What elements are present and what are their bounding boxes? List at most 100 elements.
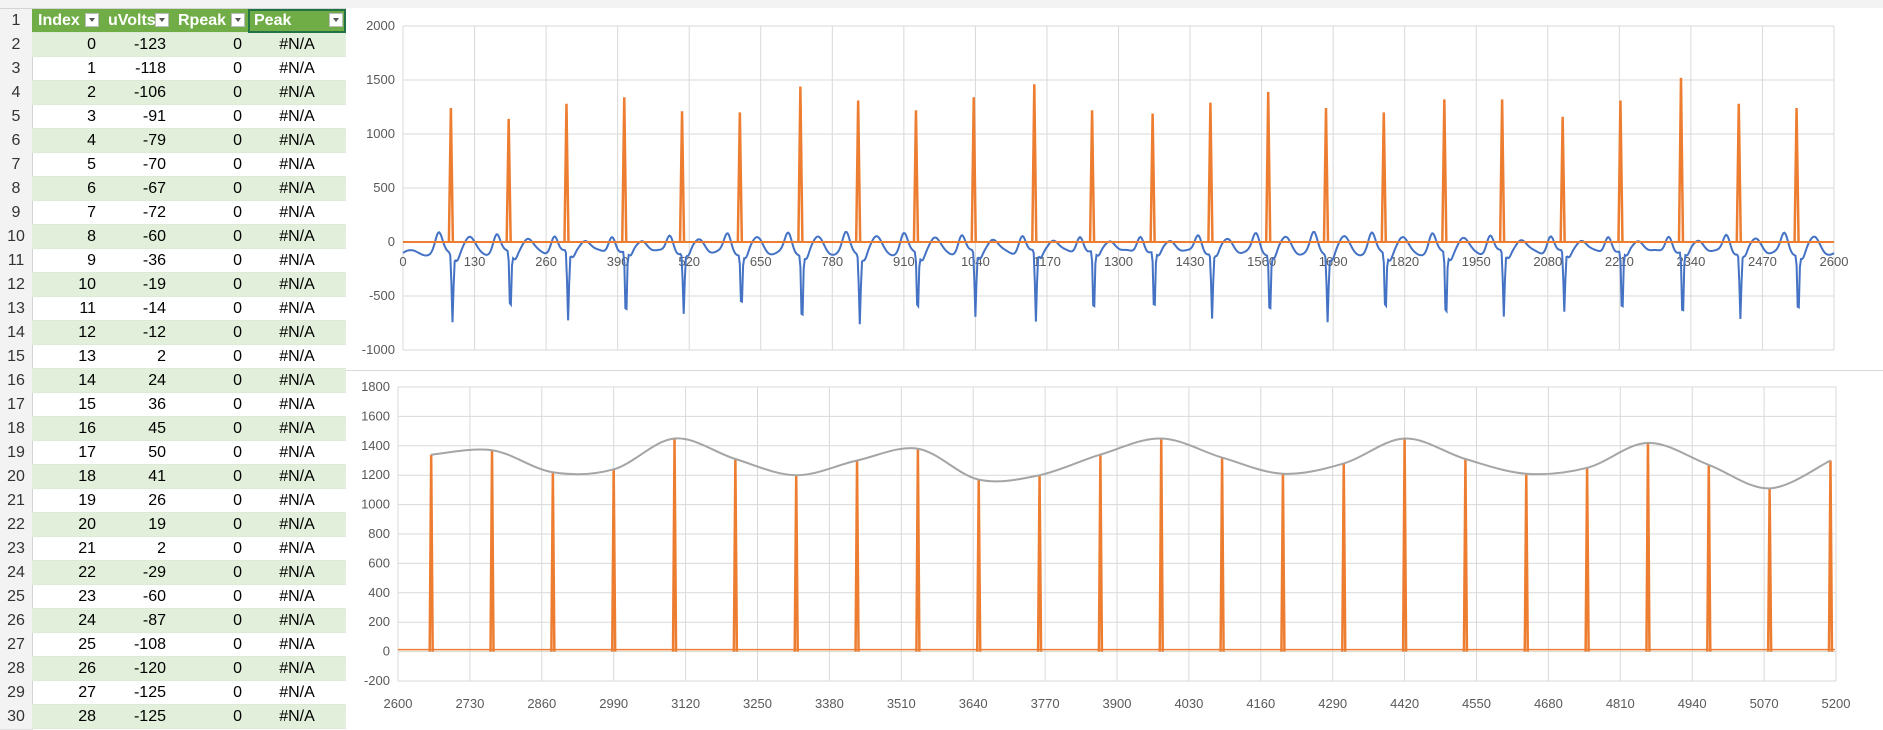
table-cell[interactable]: 0 (172, 129, 248, 153)
table-cell[interactable]: #N/A (248, 249, 346, 273)
table-cell[interactable]: 0 (172, 177, 248, 201)
table-cell[interactable]: #N/A (248, 57, 346, 81)
table-cell[interactable]: 0 (172, 57, 248, 81)
table-cell[interactable]: 18 (32, 465, 102, 489)
table-cell[interactable]: -67 (102, 177, 172, 201)
table-cell[interactable]: #N/A (248, 177, 346, 201)
table-cell[interactable]: -29 (102, 561, 172, 585)
table-cell[interactable]: -108 (102, 633, 172, 657)
row-number[interactable]: 9 (0, 201, 33, 226)
table-cell[interactable]: 0 (172, 609, 248, 633)
table-cell[interactable]: 22 (32, 561, 102, 585)
table-cell[interactable]: 0 (172, 633, 248, 657)
table-cell[interactable]: #N/A (248, 201, 346, 225)
table-cell[interactable]: 5 (32, 153, 102, 177)
table-cell[interactable]: 36 (102, 393, 172, 417)
table-cell[interactable]: 0 (172, 657, 248, 681)
table-cell[interactable]: 0 (172, 705, 248, 729)
table-cell[interactable]: 0 (172, 561, 248, 585)
table-cell[interactable]: 11 (32, 297, 102, 321)
table-cell[interactable]: #N/A (248, 297, 346, 321)
table-cell[interactable]: #N/A (248, 681, 346, 705)
column-header[interactable]: Index (32, 9, 102, 33)
table-cell[interactable]: -60 (102, 225, 172, 249)
row-number[interactable]: 7 (0, 153, 33, 178)
table-cell[interactable]: -12 (102, 321, 172, 345)
row-number[interactable]: 27 (0, 633, 33, 658)
table-cell[interactable]: 16 (32, 417, 102, 441)
table-cell[interactable]: 9 (32, 249, 102, 273)
table-cell[interactable]: 15 (32, 393, 102, 417)
table-cell[interactable]: #N/A (248, 513, 346, 537)
table-cell[interactable]: 0 (172, 681, 248, 705)
table-cell[interactable]: 28 (32, 705, 102, 729)
table-cell[interactable]: #N/A (248, 585, 346, 609)
row-number[interactable]: 28 (0, 657, 33, 682)
row-number[interactable]: 4 (0, 81, 33, 106)
row-number[interactable]: 23 (0, 537, 33, 562)
table-cell[interactable]: -123 (102, 33, 172, 57)
table-cell[interactable]: #N/A (248, 441, 346, 465)
row-number[interactable]: 19 (0, 441, 33, 466)
chart-1[interactable]: -1000 -500 0 500 1000 1500 2000 0 130 260 390 520 65… (346, 8, 1883, 371)
table-cell[interactable]: 6 (32, 177, 102, 201)
table-cell[interactable]: -14 (102, 297, 172, 321)
table-cell[interactable]: -118 (102, 57, 172, 81)
row-number[interactable]: 5 (0, 105, 33, 130)
table-cell[interactable]: #N/A (248, 129, 346, 153)
table-cell[interactable]: 26 (32, 657, 102, 681)
table-cell[interactable]: 0 (172, 321, 248, 345)
table-cell[interactable]: -72 (102, 201, 172, 225)
row-number[interactable]: 15 (0, 345, 33, 370)
table-cell[interactable]: #N/A (248, 81, 346, 105)
table-cell[interactable]: 0 (172, 345, 248, 369)
row-number[interactable]: 13 (0, 297, 33, 322)
table-cell[interactable]: 23 (32, 585, 102, 609)
table-cell[interactable]: #N/A (248, 369, 346, 393)
table-cell[interactable]: -87 (102, 609, 172, 633)
table-cell[interactable]: 4 (32, 129, 102, 153)
table-cell[interactable]: 26 (102, 489, 172, 513)
table-cell[interactable]: 45 (102, 417, 172, 441)
row-number[interactable]: 26 (0, 609, 33, 634)
table-cell[interactable]: -125 (102, 681, 172, 705)
table-cell[interactable]: 2 (102, 537, 172, 561)
table-cell[interactable]: 0 (172, 513, 248, 537)
table-cell[interactable]: 3 (32, 105, 102, 129)
table-cell[interactable]: #N/A (248, 153, 346, 177)
table-cell[interactable]: 0 (172, 585, 248, 609)
row-number[interactable]: 12 (0, 273, 33, 298)
filter-dropdown-icon[interactable] (155, 13, 169, 27)
table-cell[interactable]: 24 (32, 609, 102, 633)
table-cell[interactable]: #N/A (248, 489, 346, 513)
table-cell[interactable]: 0 (172, 33, 248, 57)
table-cell[interactable]: #N/A (248, 537, 346, 561)
row-number[interactable]: 3 (0, 57, 33, 82)
table-cell[interactable]: #N/A (248, 609, 346, 633)
table-cell[interactable]: 19 (102, 513, 172, 537)
table-cell[interactable]: 25 (32, 633, 102, 657)
table-cell[interactable]: 0 (172, 81, 248, 105)
table-cell[interactable]: 27 (32, 681, 102, 705)
table-cell[interactable]: 0 (172, 201, 248, 225)
table-cell[interactable]: #N/A (248, 393, 346, 417)
column-header[interactable]: Rpeak (172, 9, 248, 33)
table-cell[interactable]: #N/A (248, 657, 346, 681)
table-cell[interactable]: 0 (172, 105, 248, 129)
table-cell[interactable]: 0 (172, 297, 248, 321)
table-cell[interactable]: 20 (32, 513, 102, 537)
table-cell[interactable]: 2 (32, 81, 102, 105)
row-number[interactable]: 21 (0, 489, 33, 514)
table-cell[interactable]: #N/A (248, 465, 346, 489)
filter-dropdown-icon[interactable] (231, 13, 245, 27)
table-cell[interactable]: 0 (172, 369, 248, 393)
table-cell[interactable]: 0 (172, 489, 248, 513)
table-cell[interactable]: -79 (102, 129, 172, 153)
table-cell[interactable]: #N/A (248, 417, 346, 441)
table-cell[interactable]: #N/A (248, 561, 346, 585)
table-cell[interactable]: 0 (172, 441, 248, 465)
row-number[interactable]: 25 (0, 585, 33, 610)
row-number[interactable]: 18 (0, 417, 33, 442)
table-cell[interactable]: 21 (32, 537, 102, 561)
table-cell[interactable]: #N/A (248, 105, 346, 129)
